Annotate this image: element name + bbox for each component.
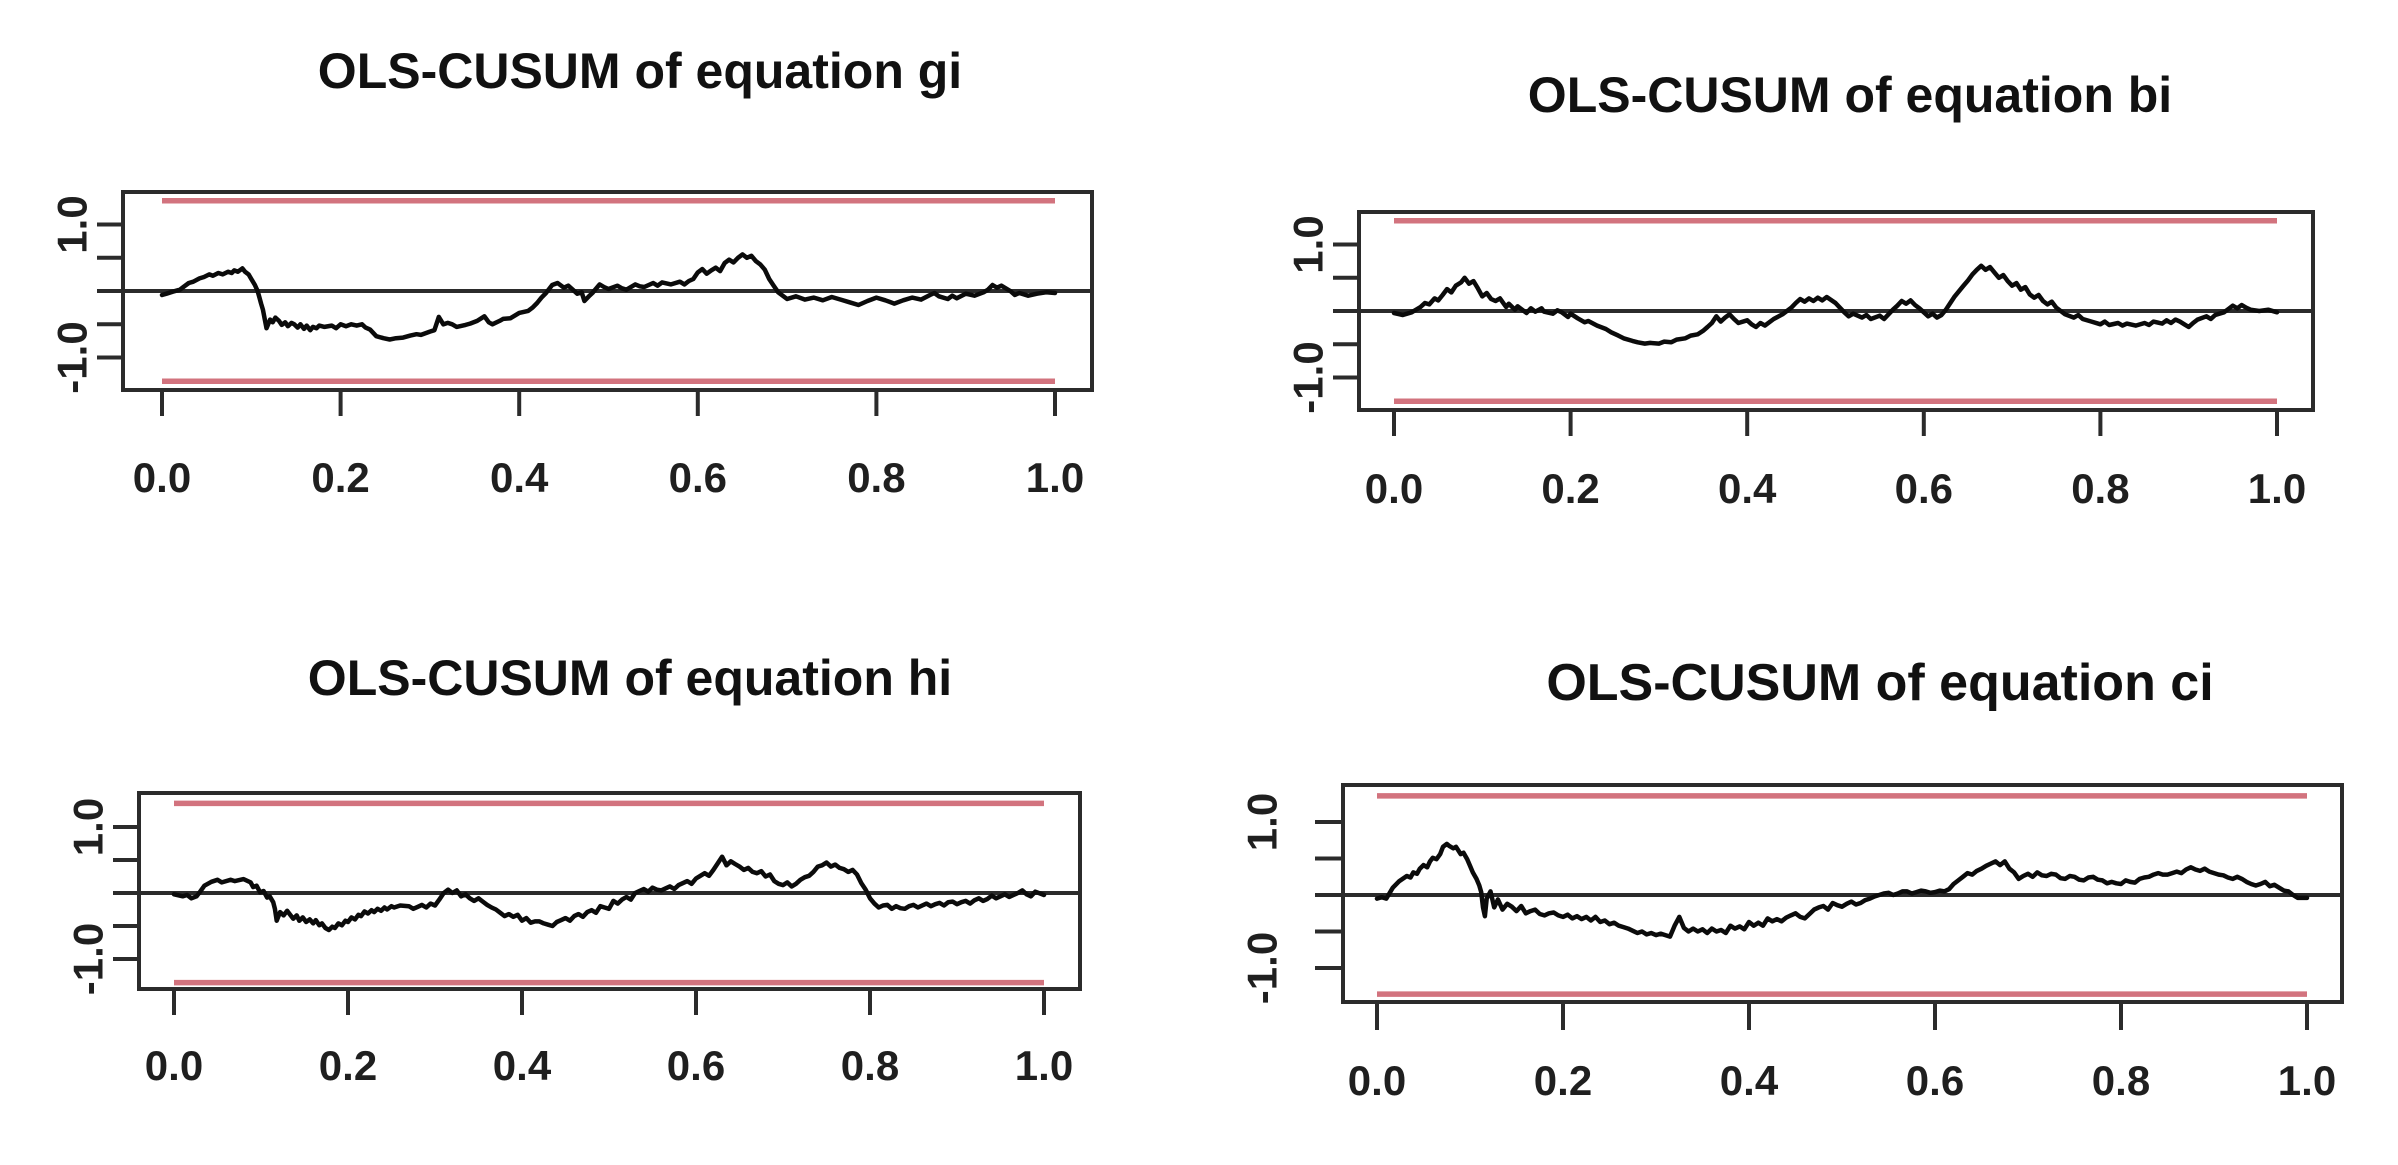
x-axis-label: 0.8 bbox=[847, 454, 905, 501]
x-axis-label: 0.4 bbox=[490, 454, 549, 501]
x-axis-label: 0.8 bbox=[841, 1042, 899, 1089]
x-axis-label: 0.6 bbox=[1906, 1057, 1964, 1104]
cusum-process-line bbox=[1374, 841, 2310, 939]
x-axis-label: 0.8 bbox=[2092, 1057, 2150, 1104]
panel-title-gi: OLS-CUSUM of equation gi bbox=[318, 43, 962, 99]
x-axis-label: 0.8 bbox=[2071, 465, 2129, 512]
cusum-process-line bbox=[171, 854, 1047, 933]
panel-title-hi: OLS-CUSUM of equation hi bbox=[308, 650, 952, 706]
cusum-panel-bi: OLS-CUSUM of equation bi -1.0 1.0 0.0 0.2 0.4… bbox=[1285, 67, 2315, 512]
x-axis-label: 0.4 bbox=[1718, 465, 1777, 512]
x-axis-label: 0.2 bbox=[319, 1042, 377, 1089]
x-axis-label: 0.6 bbox=[1895, 465, 1953, 512]
y-axis-label: -1.0 bbox=[1239, 932, 1286, 1004]
x-axis-label: 0.2 bbox=[1534, 1057, 1592, 1104]
x-axis-label: 1.0 bbox=[1015, 1042, 1073, 1089]
x-axis-label: 0.4 bbox=[493, 1042, 552, 1089]
cusum-panel-ci: OLS-CUSUM of equation ci -1.0 1.0 0.0 0.2 0.4… bbox=[1239, 654, 2344, 1104]
x-axis-label: 0.2 bbox=[1541, 465, 1599, 512]
y-axis-label: 1.0 bbox=[1239, 793, 1286, 851]
x-axis-label: 0.4 bbox=[1720, 1057, 1779, 1104]
x-axis-label: 0.6 bbox=[667, 1042, 725, 1089]
y-axis-label: -1.0 bbox=[49, 321, 96, 393]
cusum-process-line bbox=[1391, 263, 2280, 346]
x-axis-label: 0.0 bbox=[145, 1042, 203, 1089]
y-axis-label: -1.0 bbox=[65, 923, 112, 995]
x-axis-label: 1.0 bbox=[2278, 1057, 2336, 1104]
cusum-panel-gi: OLS-CUSUM of equation gi -1.0 1.0 0.0 0.2 0.4… bbox=[49, 43, 1094, 501]
x-axis-label: 1.0 bbox=[2248, 465, 2306, 512]
y-axis-label: 1.0 bbox=[65, 798, 112, 856]
y-axis-label: 1.0 bbox=[1285, 215, 1332, 273]
x-axis-label: 0.6 bbox=[669, 454, 727, 501]
x-axis-label: 0.0 bbox=[1365, 465, 1423, 512]
cusum-process-line bbox=[159, 252, 1058, 342]
x-axis-label: 0.0 bbox=[133, 454, 191, 501]
cusum-panel-hi: OLS-CUSUM of equation hi -1.0 1.0 0.0 0.2 0.4… bbox=[65, 650, 1082, 1089]
x-axis-label: 0.0 bbox=[1348, 1057, 1406, 1104]
panel-title-bi: OLS-CUSUM of equation bi bbox=[1528, 67, 2172, 123]
x-axis-label: 0.2 bbox=[311, 454, 369, 501]
panel-title-ci: OLS-CUSUM of equation ci bbox=[1546, 654, 2213, 712]
y-axis-label: -1.0 bbox=[1285, 341, 1332, 413]
x-axis-label: 1.0 bbox=[1026, 454, 1084, 501]
y-axis-label: 1.0 bbox=[49, 195, 96, 253]
